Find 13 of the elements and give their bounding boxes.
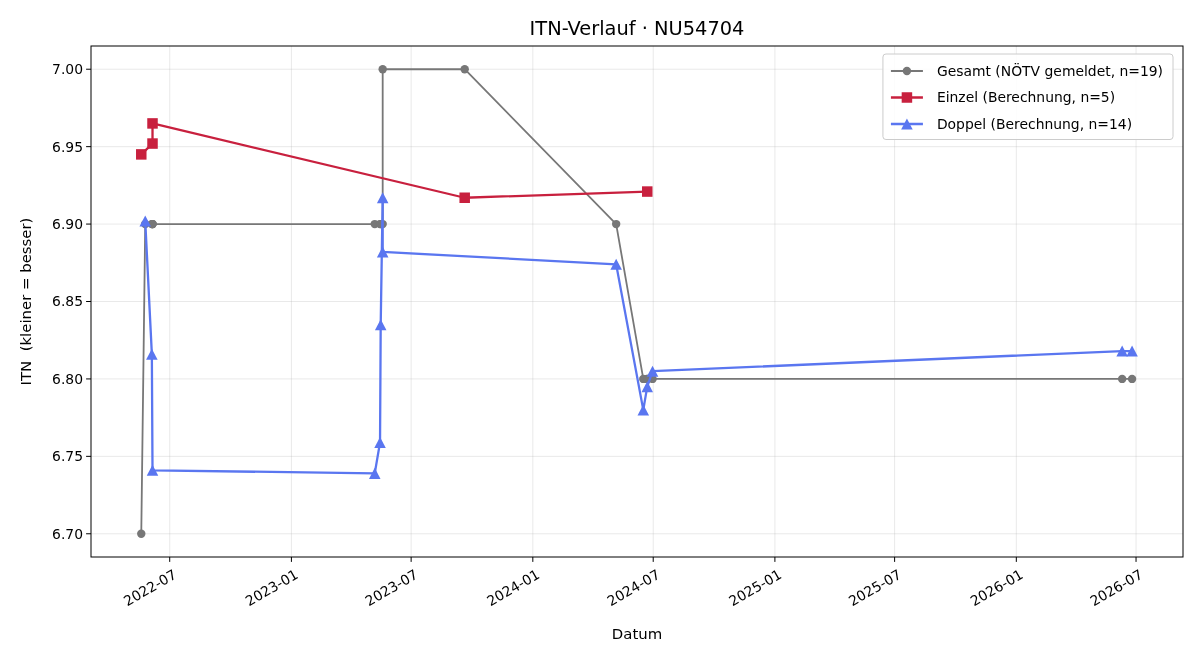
x-axis-title: Datum	[611, 625, 663, 643]
y-tick-label: 7.00	[52, 61, 83, 78]
y-tick-label: 6.80	[52, 370, 83, 387]
y-tick-label: 6.70	[52, 525, 83, 542]
legend-label: Doppel (Berechnung, n=14)	[936, 115, 1133, 132]
y-tick-label: 6.95	[52, 138, 83, 155]
chart-title: ITN-Verlauf · NU54704	[529, 17, 745, 40]
legend-label: Einzel (Berechnung, n=5)	[936, 89, 1116, 106]
y-tick-label: 6.90	[52, 215, 83, 232]
legend-label: Gesamt (NÖTV gemeldet, n=19)	[936, 61, 1163, 79]
y-tick-label: 6.75	[52, 448, 83, 465]
y-axis-title: ITN (kleiner = besser)	[17, 217, 35, 386]
y-tick-label: 6.85	[52, 293, 83, 310]
